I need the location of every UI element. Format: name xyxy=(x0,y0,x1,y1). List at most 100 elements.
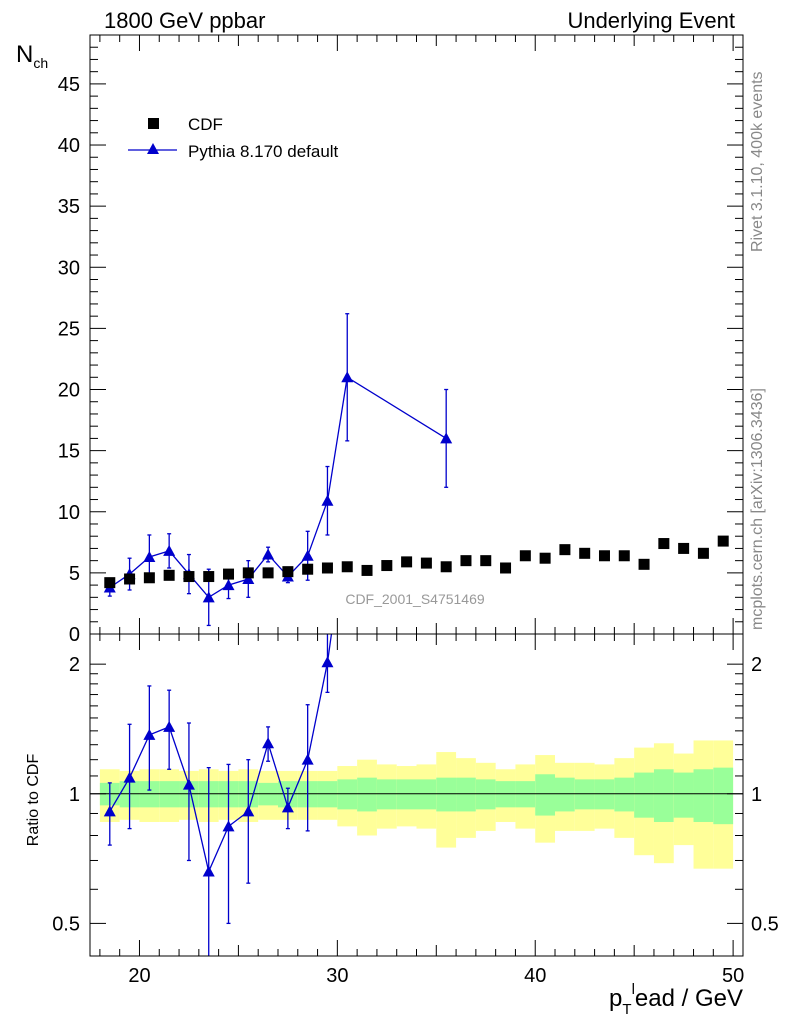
cdf-point xyxy=(381,560,393,572)
pythia-point xyxy=(163,544,176,556)
cdf-point xyxy=(420,557,432,569)
cdf-point xyxy=(262,567,274,579)
cdf-point xyxy=(579,547,591,559)
ratio-axis-ticks: 0.5 0.5 1 1 2 2 20 30 40 50 xyxy=(52,634,779,987)
ratio-band-inner xyxy=(357,777,377,812)
cdf-point xyxy=(242,567,254,579)
ratio-pythia-point xyxy=(182,778,195,790)
pythia-point xyxy=(341,371,354,383)
analysis-id: CDF_2001_S4751469 xyxy=(345,591,485,607)
ratio-panel: 0.5 0.5 1 1 2 2 20 30 40 50 xyxy=(52,633,779,987)
pythia-point xyxy=(222,579,235,591)
main-y-axis-label: Nch xyxy=(16,41,48,71)
main-y-tick-label: 20 xyxy=(58,380,80,402)
main-y-tick-label: 40 xyxy=(58,135,80,157)
x-tick-label: 50 xyxy=(722,965,744,987)
cdf-point xyxy=(618,550,630,562)
cdf-point xyxy=(163,569,175,581)
main-y-tick-label: 45 xyxy=(58,74,80,96)
ratio-pythia-point xyxy=(242,805,255,817)
x-axis-label: pTlead / GeV xyxy=(609,981,743,1018)
ratio-band-inner xyxy=(535,774,556,816)
ratio-band-inner xyxy=(693,769,714,822)
cdf-point xyxy=(124,573,136,585)
pythia-point xyxy=(301,549,314,561)
main-series xyxy=(103,313,729,627)
ylabel-sub: ch xyxy=(33,55,48,71)
pythia-point xyxy=(143,550,156,562)
main-y-tick-label: 0 xyxy=(69,624,80,646)
cdf-point xyxy=(321,562,333,574)
ratio-y-tick-label-right: 2 xyxy=(751,654,762,676)
ratio-band-inner xyxy=(594,779,615,810)
main-axis-ticks: 0 5 10 15 20 25 30 35 40 45 xyxy=(58,35,743,646)
ratio-band-inner xyxy=(555,777,575,812)
pythia-line xyxy=(109,376,447,599)
main-y-tick-label: 30 xyxy=(58,257,80,279)
ratio-band-inner xyxy=(653,769,674,822)
cdf-point xyxy=(678,542,690,554)
cdf-point xyxy=(500,562,512,574)
ratio-band-inner xyxy=(574,779,595,810)
main-y-tick-label: 15 xyxy=(58,441,80,463)
main-y-tick-label: 10 xyxy=(58,502,80,524)
legend-pythia-label: Pythia 8.170 default xyxy=(188,142,339,161)
ylabel-main: N xyxy=(16,41,33,68)
side-text-bottom: mcplots.cern.ch [arXiv:1306.3436] xyxy=(749,388,766,630)
main-panel: 0 5 10 15 20 25 30 35 40 45 CDF_2001_S4751469 xyxy=(58,34,744,646)
cdf-point xyxy=(638,558,650,570)
cdf-point xyxy=(282,566,294,578)
x-tick-label: 30 xyxy=(326,965,348,987)
cdf-point xyxy=(598,550,610,562)
pythia-point xyxy=(440,432,453,444)
pythia-point xyxy=(262,548,275,560)
cdf-point xyxy=(559,544,571,556)
cdf-point xyxy=(183,571,195,583)
cdf-point xyxy=(658,538,670,550)
cdf-point xyxy=(460,555,472,567)
legend-cdf-marker xyxy=(148,118,159,129)
ratio-band-inner xyxy=(713,767,734,825)
ratio-pythia-point xyxy=(262,737,275,749)
ratio-pythia-point xyxy=(281,801,294,813)
svg-text:Nch: Nch xyxy=(16,41,48,71)
pythia-point xyxy=(321,494,334,506)
cdf-point xyxy=(440,561,452,573)
ratio-pythia-point xyxy=(143,728,156,740)
cdf-point xyxy=(143,572,155,584)
cdf-point xyxy=(302,563,314,575)
legend-pythia-marker xyxy=(147,143,159,154)
cdf-point xyxy=(223,568,235,580)
legend-cdf-label: CDF xyxy=(188,115,223,134)
ratio-band-inner xyxy=(456,777,476,812)
ratio-pythia-point xyxy=(123,771,136,783)
cdf-point xyxy=(361,564,373,576)
x-tick-label: 20 xyxy=(128,965,150,987)
ratio-band-inner xyxy=(475,779,496,810)
ratio-pythia-point xyxy=(222,820,235,832)
cdf-point xyxy=(480,555,492,567)
ratio-pythia-point xyxy=(202,865,215,877)
ratio-pythia-point xyxy=(301,753,314,765)
cdf-point xyxy=(203,571,215,583)
ratio-band-inner xyxy=(396,779,417,810)
ratio-band-inner xyxy=(376,779,397,810)
x-tick-label: 40 xyxy=(524,965,546,987)
cdf-point xyxy=(539,552,551,564)
ratio-band-inner xyxy=(673,772,694,818)
ratio-y-axis-label: Ratio to CDF xyxy=(25,754,42,847)
main-y-tick-label: 25 xyxy=(58,318,80,340)
ratio-y-tick-label-right: 0.5 xyxy=(751,913,779,935)
ratio-series xyxy=(103,634,334,956)
ratio-y-tick-label-right: 1 xyxy=(751,784,762,806)
cdf-point xyxy=(104,577,116,589)
pythia-point xyxy=(202,591,215,603)
cdf-point xyxy=(401,556,413,568)
header-left: 1800 GeV ppbar xyxy=(104,8,265,33)
cdf-point xyxy=(341,561,353,573)
ratio-pythia-point xyxy=(163,720,176,732)
ratio-pythia-point xyxy=(103,805,116,817)
legend: CDF Pythia 8.170 default xyxy=(128,115,339,161)
ratio-band-inner xyxy=(634,772,654,818)
